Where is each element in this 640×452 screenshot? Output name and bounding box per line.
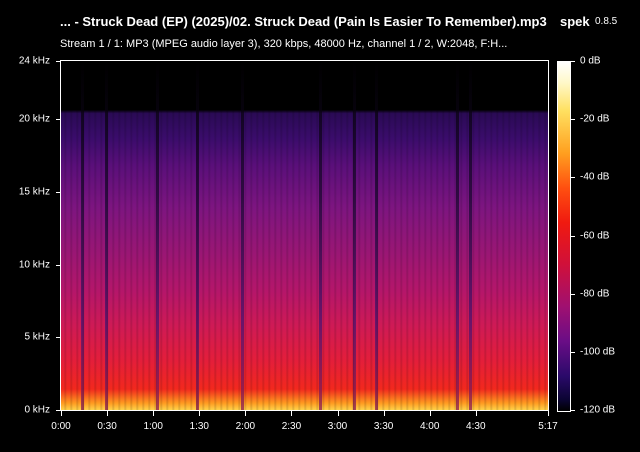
freq-tick bbox=[56, 61, 61, 62]
time-tick bbox=[61, 411, 62, 416]
time-tick bbox=[245, 411, 247, 416]
time-tick-label: 4:00 bbox=[419, 421, 440, 432]
time-axis-line bbox=[60, 410, 549, 411]
freq-tick bbox=[56, 191, 61, 193]
freq-tick-label: 5 kHz bbox=[24, 331, 50, 343]
time-tick bbox=[383, 411, 385, 416]
db-tick bbox=[571, 119, 575, 121]
app-version: 0.8.5 bbox=[595, 16, 618, 27]
spectrogram-quiet-band bbox=[241, 61, 244, 410]
db-tick bbox=[571, 351, 575, 353]
spectrogram-quiet-band bbox=[105, 61, 108, 410]
title-bar: ... - Struck Dead (EP) (2025)/02. Struck… bbox=[0, 10, 640, 32]
db-tick-label: -40 dB bbox=[580, 171, 610, 183]
db-tick bbox=[571, 177, 575, 179]
spectrogram-quiet-band bbox=[319, 61, 322, 410]
freq-tick bbox=[56, 264, 61, 266]
time-tick-label: 4:30 bbox=[466, 421, 486, 432]
freq-tick-label: 10 kHz bbox=[18, 259, 50, 271]
db-tick bbox=[571, 293, 575, 295]
db-tick bbox=[571, 410, 575, 411]
time-tick bbox=[337, 411, 339, 416]
time-tick bbox=[107, 411, 109, 416]
db-tick-label: -120 dB bbox=[580, 404, 616, 416]
freq-tick bbox=[56, 119, 61, 121]
freq-axis-line bbox=[60, 60, 61, 411]
time-tick-label: 0:30 bbox=[97, 421, 117, 432]
db-tick-label: -60 dB bbox=[580, 230, 610, 241]
db-color-scale bbox=[557, 61, 571, 412]
time-tick-label: 2:30 bbox=[281, 421, 302, 432]
spectrogram-quiet-band bbox=[375, 61, 378, 410]
time-tick-label: 3:30 bbox=[373, 421, 394, 432]
time-tick-label: 0:00 bbox=[51, 421, 71, 432]
db-tick-label: -100 dB bbox=[580, 346, 616, 358]
freq-tick bbox=[56, 410, 61, 411]
app-name: spek bbox=[560, 14, 590, 29]
spectrogram-quiet-band bbox=[156, 61, 159, 410]
spectrogram-quiet-band bbox=[353, 61, 356, 410]
freq-tick bbox=[56, 337, 61, 339]
plot-border-top bbox=[60, 60, 549, 61]
freq-tick-label: 15 kHz bbox=[18, 186, 50, 198]
freq-tick-label: 0 kHz bbox=[24, 404, 50, 416]
time-tick bbox=[153, 411, 155, 416]
db-tick bbox=[571, 61, 575, 62]
freq-tick-label: 20 kHz bbox=[18, 113, 50, 125]
time-tick-label: 5:17 bbox=[538, 421, 558, 432]
time-tick-label: 1:00 bbox=[143, 421, 163, 432]
spectrogram[interactable] bbox=[61, 61, 548, 410]
time-tick-label: 1:30 bbox=[189, 421, 209, 432]
file-title: ... - Struck Dead (EP) (2025)/02. Struck… bbox=[60, 14, 547, 29]
time-tick bbox=[291, 411, 293, 416]
db-tick bbox=[571, 235, 575, 237]
spectrogram-quiet-band bbox=[81, 61, 84, 410]
time-tick bbox=[548, 411, 549, 416]
time-tick-label: 3:00 bbox=[327, 421, 348, 432]
spectrogram-quiet-band bbox=[469, 61, 472, 410]
db-tick-label: -20 dB bbox=[580, 113, 610, 125]
time-tick bbox=[475, 411, 477, 416]
db-tick-label: 0 dB bbox=[580, 55, 601, 67]
time-tick-label: 2:00 bbox=[235, 421, 256, 432]
stream-info: Stream 1 / 1: MP3 (MPEG audio layer 3), … bbox=[60, 38, 508, 50]
spectrogram-quiet-band bbox=[456, 61, 459, 410]
spectrogram-quiet-band bbox=[196, 61, 199, 410]
time-tick bbox=[429, 411, 431, 416]
db-tick-label: -80 dB bbox=[580, 288, 610, 300]
time-tick bbox=[199, 411, 201, 416]
freq-tick-label: 24 kHz bbox=[18, 55, 50, 67]
plot-border-right bbox=[548, 60, 549, 411]
